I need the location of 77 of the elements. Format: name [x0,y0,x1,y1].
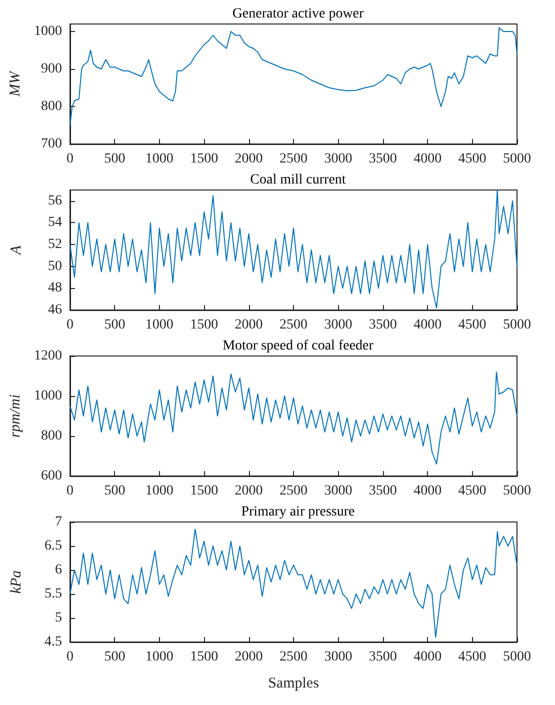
x-tick-label: 4500 [458,484,486,498]
x-tick-label: 2500 [280,650,308,664]
line-series [70,528,518,638]
x-tick-label: 5000 [503,318,531,332]
x-tick-label: 500 [104,650,126,664]
chart-title: Generator active power [232,6,364,22]
x-tick-label: 4000 [414,152,442,166]
x-tick-label: 3000 [324,152,352,166]
x-tick-label: 0 [66,650,74,664]
x-tick-label: 1000 [145,152,174,166]
x-tick-label: 3500 [368,152,397,166]
x-tick-label: 0 [66,152,74,166]
x-tick-label: 1000 [145,650,174,664]
y-tick-label: 800 [41,428,62,444]
x-tick-label: 2500 [280,152,308,166]
chart-title: Primary air pressure [241,504,355,520]
x-tick-label: 4500 [458,650,486,664]
x-tick-label: 500 [104,484,126,498]
x-tick-label: 2000 [234,152,263,166]
y-tick-label: 46 [48,302,62,318]
y-axis-title: kPa [8,570,24,594]
x-tick-label: 0 [66,318,74,332]
chart-title: Motor speed of coal feeder [222,338,374,354]
y-tick-label: 6 [55,562,62,578]
line-series [70,190,518,308]
y-tick-label: 7 [55,514,62,530]
x-axis-title: Samples [268,676,320,692]
x-tick-label: 3000 [324,484,352,498]
x-tick-label: 4000 [414,650,442,664]
line-series [70,372,518,464]
y-tick-label: 1200 [34,348,62,364]
x-tick-label: 1500 [190,484,218,498]
x-tick-label: 4500 [458,318,486,332]
x-tick-label: 4000 [414,484,442,498]
y-tick-label: 1000 [34,24,62,39]
x-tick-label: 3000 [324,318,352,332]
y-tick-label: 600 [41,468,62,484]
y-axis-title: A [8,244,24,256]
y-tick-label: 700 [41,136,62,152]
y-tick-label: 900 [41,62,62,76]
x-tick-label: 5000 [503,152,531,166]
x-tick-label: 4000 [414,318,442,332]
y-axis-title: MW [8,70,24,98]
x-tick-label: 4500 [458,152,486,166]
x-tick-label: 1000 [145,484,174,498]
x-tick-label: 5000 [503,650,531,664]
x-tick-label: 500 [104,318,126,332]
y-tick-label: 56 [48,193,62,208]
y-tick-label: 5 [55,610,62,626]
y-tick-label: 48 [48,280,62,296]
y-tick-label: 52 [48,237,62,252]
y-tick-label: 1000 [34,388,62,404]
y-axis-title: rpm/mi [8,394,24,438]
x-tick-label: 0 [66,484,74,498]
x-tick-label: 2500 [280,318,308,332]
x-tick-label: 3000 [324,650,352,664]
y-tick-label: 800 [41,99,62,114]
chart-title: Coal mill current [250,172,346,188]
y-tick-label: 6.5 [44,538,62,554]
x-tick-label: 3500 [368,650,397,664]
x-tick-label: 3500 [368,484,397,498]
line-series [70,27,518,126]
x-tick-label: 1500 [190,318,218,332]
x-tick-label: 1000 [145,318,174,332]
x-tick-label: 2500 [280,484,308,498]
y-tick-label: 54 [48,215,62,230]
x-tick-label: 1500 [190,152,218,166]
x-tick-label: 2000 [234,484,263,498]
x-tick-label: 2000 [234,650,263,664]
x-tick-label: 2000 [234,318,263,332]
y-tick-label: 4.5 [44,634,62,650]
y-tick-label: 5.5 [44,586,62,602]
x-tick-label: 1500 [190,650,218,664]
x-tick-label: 5000 [503,484,531,498]
y-tick-label: 50 [48,258,62,274]
x-tick-label: 3500 [368,318,397,332]
x-tick-label: 500 [104,152,126,166]
